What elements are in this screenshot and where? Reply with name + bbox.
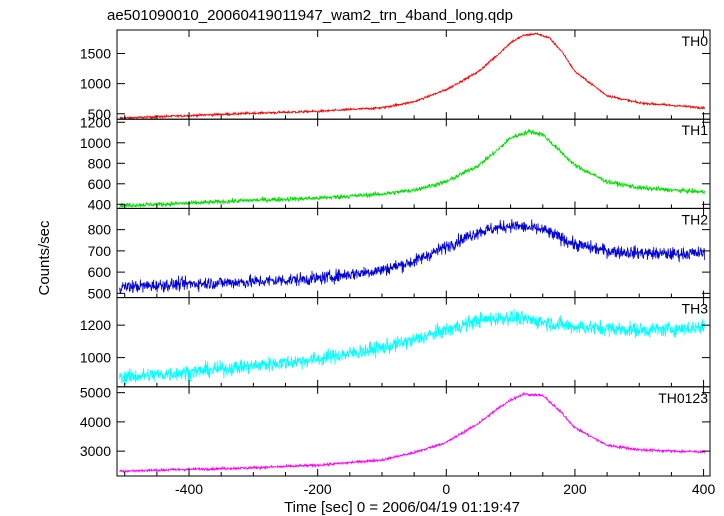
panel-frame	[116, 386, 711, 477]
panel-th3: 1000 1200 TH3	[80, 297, 711, 388]
y-tick-label: 800	[88, 222, 112, 238]
x-tick-label: 200	[563, 481, 587, 497]
x-tick-label: 0	[442, 481, 450, 497]
panel-name-th3: TH3	[682, 301, 709, 317]
y-tick-label: 400	[88, 196, 112, 212]
panel-frame	[116, 118, 711, 209]
x-tick-label: -400	[175, 481, 203, 497]
y-tick-label: 1000	[80, 350, 111, 366]
panel-th1: 400 600 800 1000 1200 TH1	[80, 114, 711, 212]
x-axis-label: Time [sec] 0 = 2006/04/19 01:19:47	[284, 499, 520, 516]
y-tick-label: 800	[88, 155, 112, 171]
y-tick-label: 600	[88, 176, 112, 192]
panel-th0: 500 1000 1500 TH0	[80, 29, 711, 122]
panel-name-th0: TH0	[682, 33, 709, 49]
series-line-th3	[119, 308, 705, 386]
panel-frame	[116, 29, 711, 120]
y-tick-label: 1200	[80, 317, 111, 333]
panel-frame	[116, 297, 711, 388]
y-tick-label: 3000	[80, 443, 111, 459]
x-tick-label: 400	[692, 481, 716, 497]
y-tick-label: 1000	[80, 76, 111, 92]
y-axis-label: Counts/sec	[36, 220, 53, 296]
y-tick-label: 1000	[80, 135, 111, 151]
y-tick-label: 1500	[80, 46, 111, 62]
series-line-th0	[119, 31, 706, 120]
y-tick-label: 5000	[80, 385, 111, 401]
y-tick-label: 4000	[80, 414, 111, 430]
series-line-th1	[119, 128, 706, 209]
panel-name-th1: TH1	[682, 122, 709, 138]
panel-name-th0123: TH0123	[658, 390, 708, 406]
chart-title: ae501090010_20060419011947_wam2_trn_4ban…	[107, 7, 513, 24]
y-tick-label: 700	[88, 243, 112, 259]
series-line-th2	[119, 218, 706, 295]
y-tick-label: 500	[88, 106, 112, 122]
y-tick-label: 1200	[80, 114, 111, 130]
panel-th2: 500 600 700 800 TH2	[88, 207, 711, 301]
x-tick-label: -200	[304, 481, 332, 497]
y-tick-label: 500	[88, 285, 112, 301]
series-line-th0123	[119, 391, 706, 474]
panel-th0123: 3000 4000 5000 TH0123	[80, 385, 711, 477]
panels-group: 500 1000 1500 TH0 400 600 800 1000 1200 TH1 500 600…	[80, 29, 716, 497]
panel-name-th2: TH2	[682, 211, 709, 227]
y-tick-label: 600	[88, 264, 112, 280]
